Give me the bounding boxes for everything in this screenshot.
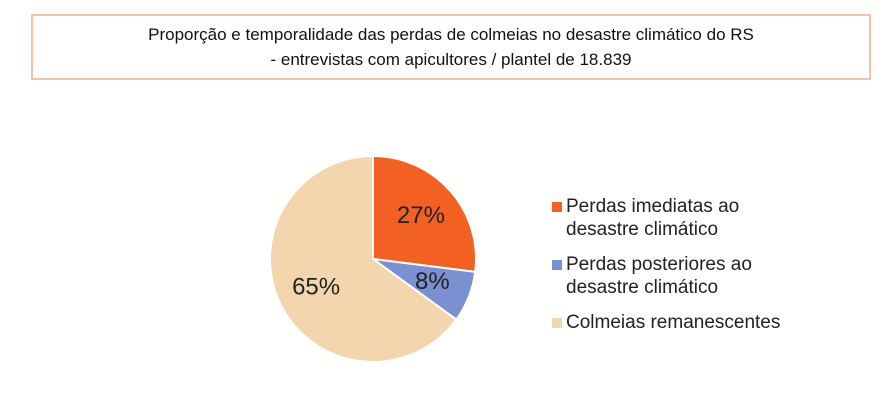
legend-swatch: [552, 202, 562, 212]
legend-swatch: [552, 260, 562, 270]
legend-label: Perdas imediatas ao desastre climático: [566, 196, 740, 240]
data-label: 27%: [397, 202, 445, 229]
legend-label: Colmeias remanescentes: [566, 312, 781, 333]
legend-swatch: [552, 318, 562, 328]
pie-slice: [372, 154, 477, 274]
legend-label: Perdas posteriores ao desastre climático: [566, 254, 752, 298]
chart-title: - entrevistas com apicultores / plantel …: [270, 50, 632, 69]
chart-title: Proporção e temporalidade das perdas de …: [148, 25, 754, 44]
title-box: Proporção e temporalidade das perdas de …: [31, 14, 871, 80]
data-label: 65%: [292, 273, 340, 300]
legend-entry: Colmeias remanescentes: [552, 311, 812, 334]
legend-entry: Perdas imediatas ao desastre climático: [552, 195, 812, 241]
legend-entry: Perdas posteriores ao desastre climático: [552, 253, 812, 299]
pie-slice: [269, 154, 458, 363]
legend: Perdas imediatas ao desastre climático Pe…: [552, 195, 812, 346]
data-label: 8%: [415, 268, 450, 295]
